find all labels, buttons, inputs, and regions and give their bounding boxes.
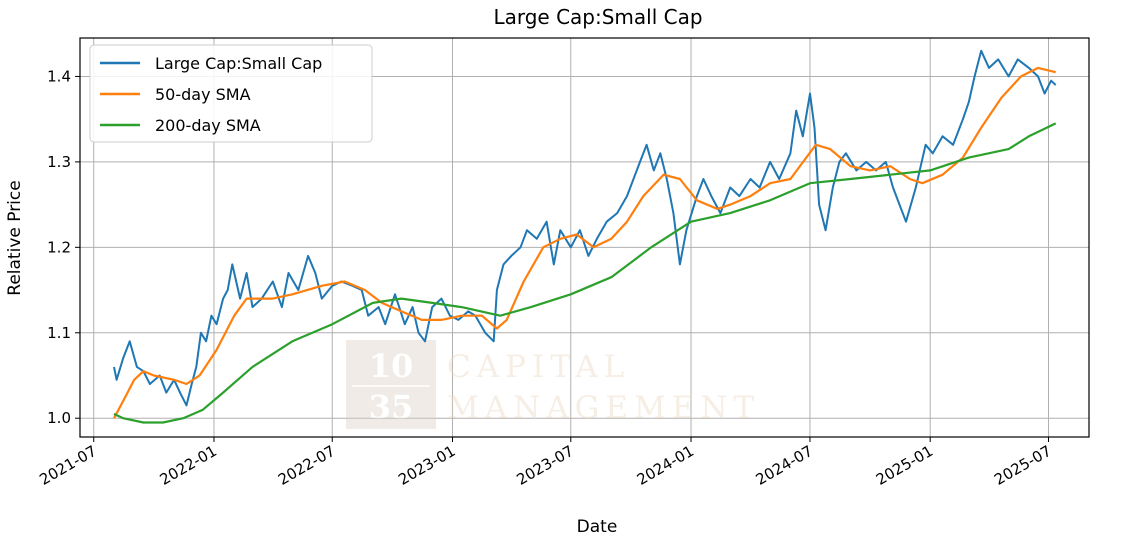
x-tick-label: 2024-07 bbox=[753, 442, 816, 489]
axes-frame bbox=[79, 37, 1090, 438]
watermark-line2: MANAGEMENT bbox=[447, 390, 760, 426]
x-tick-label: 2025-07 bbox=[991, 442, 1054, 489]
x-tick-label: 2023-01 bbox=[395, 442, 458, 489]
y-tick-label: 1.0 bbox=[47, 409, 71, 427]
watermark-digits-top: 10 bbox=[369, 347, 414, 385]
series-line-3 bbox=[113, 122, 1057, 424]
legend-label-2: 50-day SMA bbox=[155, 85, 251, 104]
series-layer bbox=[113, 49, 1057, 424]
watermark-digits-bottom: 35 bbox=[369, 388, 414, 426]
y-tick-label: 1.1 bbox=[47, 324, 71, 342]
series-line-2 bbox=[113, 66, 1056, 419]
x-tick-label: 2021-07 bbox=[36, 442, 99, 489]
x-tick-label: 2022-07 bbox=[275, 442, 338, 489]
y-tick-label: 1.2 bbox=[47, 238, 71, 256]
x-tick-label: 2025-01 bbox=[873, 442, 936, 489]
x-tick-label: 2022-01 bbox=[157, 442, 220, 489]
x-axis-label: Date bbox=[577, 517, 618, 537]
series-line-1 bbox=[113, 49, 1057, 407]
legend-label-3: 200-day SMA bbox=[155, 116, 261, 135]
chart-title: Large Cap:Small Cap bbox=[493, 5, 702, 29]
legend: Large Cap:Small Cap 50-day SMA 200-day SMA bbox=[89, 44, 373, 143]
y-axis-label: Relative Price bbox=[5, 180, 25, 295]
y-axis: 1.0 1.1 1.2 1.3 1.4 bbox=[47, 67, 80, 427]
y-tick-label: 1.3 bbox=[47, 153, 71, 171]
watermark-line1: CAPITAL bbox=[447, 349, 630, 385]
legend-box bbox=[89, 44, 373, 143]
x-tick-label: 2023-07 bbox=[513, 442, 576, 489]
x-axis: 2021-07 2022-01 2022-07 2023-01 2023-07 2024-… bbox=[36, 437, 1054, 489]
watermark: 10 35 CAPITAL MANAGEMENT bbox=[346, 340, 760, 429]
y-tick-label: 1.4 bbox=[47, 67, 71, 85]
watermark-box bbox=[346, 340, 436, 429]
x-tick-label: 2024-01 bbox=[634, 442, 697, 489]
legend-label-1: Large Cap:Small Cap bbox=[155, 54, 322, 73]
